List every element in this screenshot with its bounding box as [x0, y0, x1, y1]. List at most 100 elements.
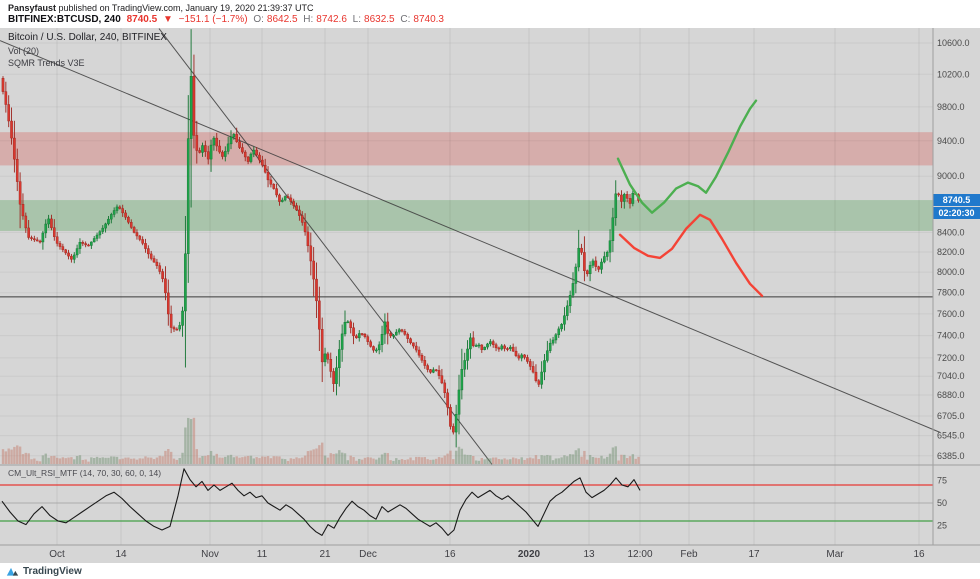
time-axis-label: 13	[583, 549, 595, 560]
candle-body	[98, 231, 102, 236]
volume-bar	[1, 449, 5, 464]
price-tick-label: 9400.0	[937, 136, 965, 146]
candle-body	[548, 342, 552, 351]
candle-body	[540, 371, 543, 385]
footer-brand-label[interactable]: TradingView	[23, 565, 82, 577]
candle-body	[90, 241, 93, 246]
time-axis-label: Mar	[826, 549, 844, 560]
time-scale[interactable]	[0, 545, 933, 563]
candle-body	[181, 310, 184, 326]
candle-body	[557, 328, 561, 335]
volume-bar	[540, 455, 543, 464]
support-zone	[0, 200, 933, 231]
candle-body	[266, 172, 270, 181]
candle-body	[517, 355, 521, 359]
tradingview-logo-icon[interactable]	[6, 565, 19, 578]
volume-bar	[497, 458, 501, 464]
candle-body	[18, 181, 22, 205]
volume-bar	[469, 454, 472, 464]
volume-bar	[577, 448, 580, 464]
volume-bar	[301, 457, 304, 464]
legend-trends-indicator[interactable]: SQMR Trends V3E	[8, 58, 85, 68]
candle-body	[107, 218, 110, 225]
volume-bar	[218, 457, 221, 464]
candle-body	[323, 353, 327, 363]
volume-bar	[101, 457, 104, 464]
volume-bar	[549, 455, 552, 464]
volume-bar	[452, 459, 455, 464]
volume-bar	[95, 456, 99, 464]
candle-body	[135, 232, 139, 237]
volume-bar	[292, 458, 295, 464]
volume-bar	[409, 457, 412, 464]
candle-body	[628, 198, 632, 204]
candle-body	[53, 227, 56, 237]
symbol-label: BITFINEX:BTCUSD, 240	[8, 14, 121, 25]
countdown-badge-text: 02:20:30	[938, 208, 974, 218]
candle-body	[144, 243, 147, 249]
countdown-badge	[933, 207, 980, 219]
candle-body	[363, 333, 367, 337]
candle-body	[101, 227, 105, 232]
volume-bar	[386, 453, 389, 464]
candle-body	[620, 194, 623, 202]
candle-body	[84, 243, 87, 246]
candle-body	[443, 382, 447, 394]
candle-body	[531, 366, 535, 373]
candle-body	[232, 134, 236, 138]
candle-body	[426, 365, 429, 370]
volume-bar	[58, 458, 62, 464]
legend-volume-indicator[interactable]: Vol (20)	[8, 46, 40, 56]
volume-bar	[588, 454, 592, 464]
volume-bar	[557, 458, 560, 464]
volume-bar	[164, 450, 167, 464]
volume-bar	[332, 453, 335, 464]
price-tick-label: 7800.0	[937, 288, 965, 298]
price-scale[interactable]	[933, 28, 980, 545]
volume-bar	[244, 456, 247, 464]
volume-bar	[61, 457, 65, 464]
candle-body	[152, 258, 156, 263]
volume-bar	[380, 454, 384, 464]
candle-body	[47, 218, 50, 225]
volume-bar	[395, 458, 398, 464]
time-axis-label: 21	[319, 549, 331, 560]
volume-bar	[255, 457, 258, 464]
price-tick-label: 9800.0	[937, 102, 965, 112]
volume-bar	[178, 458, 181, 464]
candle-body	[526, 357, 529, 362]
volume-bar	[312, 449, 315, 464]
close-value: 8740.3	[413, 14, 444, 25]
candle-body	[263, 164, 267, 173]
descending-trendline	[0, 40, 941, 433]
volume-bar	[18, 446, 22, 464]
time-axis-label: 14	[115, 549, 127, 560]
volume-bar	[198, 457, 201, 464]
candle-body	[406, 334, 410, 339]
volume-bar	[107, 457, 110, 464]
candle-body	[608, 240, 612, 253]
rsi-tick-label: 75	[937, 476, 947, 486]
publish-info: Pansyfaust published on TradingView.com,…	[8, 3, 314, 13]
volume-bar	[520, 457, 523, 464]
candle-body	[132, 227, 136, 233]
candle-body	[15, 158, 19, 182]
candle-body	[252, 149, 256, 155]
candle-body	[212, 137, 216, 146]
high-label: H:	[303, 14, 314, 25]
volume-bar	[252, 458, 255, 464]
legend-symbol-title[interactable]: Bitcoin / U.S. Dollar, 240, BITFINEX	[8, 32, 167, 43]
volume-bar	[118, 459, 122, 464]
volume-bar	[503, 458, 506, 464]
volume-bar	[514, 458, 518, 464]
candle-body	[27, 227, 30, 238]
rsi-indicator-title[interactable]: CM_Ult_RSI_MTF (14, 70, 30, 60, 0, 14)	[8, 468, 162, 478]
volume-bar	[463, 454, 466, 464]
footer: TradingView	[0, 563, 980, 579]
low-label: L:	[352, 14, 362, 25]
candle-body	[129, 222, 133, 228]
candle-body	[417, 349, 421, 356]
price-tick-label: 8200.0	[937, 247, 965, 257]
volume-bar	[477, 460, 481, 464]
